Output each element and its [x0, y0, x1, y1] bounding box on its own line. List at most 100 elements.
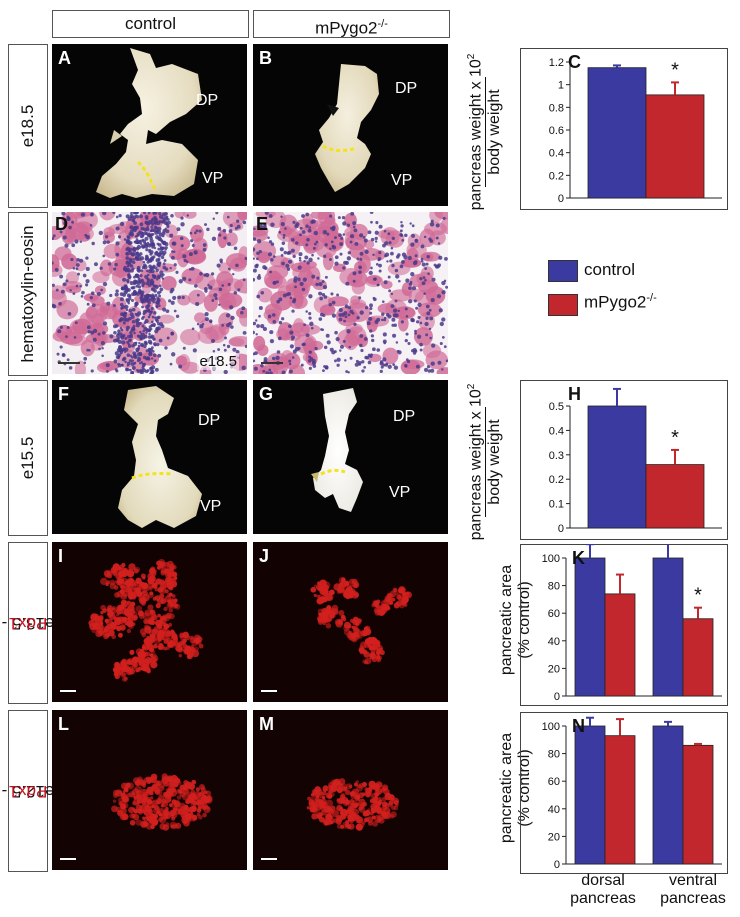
nucleus: [441, 335, 445, 339]
nucleus: [157, 257, 161, 262]
pdx1-cell: [343, 800, 350, 807]
pdx1-cell: [163, 606, 168, 612]
scale-bar-j: [261, 690, 277, 692]
nucleus: [227, 267, 231, 271]
acinus: [80, 339, 95, 357]
nucleus: [235, 350, 240, 354]
ylabel-c-sup: 2: [466, 53, 477, 60]
nucleus: [319, 296, 323, 301]
pdx1-cell: [178, 653, 183, 658]
nucleus: [305, 333, 310, 338]
nucleus: [344, 304, 349, 309]
significance-asterisk: *: [671, 59, 679, 81]
nucleus: [105, 363, 110, 368]
nucleus: [172, 295, 177, 300]
nucleus: [127, 344, 132, 348]
pdx1-cell: [159, 593, 165, 599]
legend-label-mutant-text: mPygo2: [584, 292, 647, 312]
pdx1-cell: [390, 811, 397, 818]
nucleus: [383, 230, 387, 233]
nucleus: [92, 337, 97, 342]
nucleus: [101, 347, 104, 350]
nucleus: [254, 264, 259, 269]
nucleus: [334, 330, 338, 335]
pdx1-cell: [399, 603, 405, 609]
nucleus: [106, 370, 109, 373]
nucleus: [390, 251, 394, 256]
pdx1-cell: [166, 776, 173, 782]
column-header-mutant-sup: -/-: [377, 18, 388, 30]
nucleus: [159, 287, 164, 292]
nucleus: [382, 363, 386, 367]
nucleus: [102, 240, 107, 245]
nucleus: [83, 361, 87, 365]
pdx1-cell: [383, 604, 390, 611]
pdx1-cell: [371, 815, 376, 820]
pdx1-cell: [119, 624, 126, 631]
nucleus: [241, 365, 246, 371]
nucleus: [194, 231, 197, 235]
nucleus: [359, 233, 364, 238]
ylabel-k-line1: pancreatic area: [498, 564, 515, 676]
pdx1-cell: [346, 624, 351, 629]
nucleus: [162, 262, 166, 266]
nucleus: [361, 360, 365, 364]
nucleus: [79, 240, 83, 243]
y-tick-label: 0.1: [549, 499, 564, 511]
nucleus: [435, 223, 440, 228]
nucleus: [398, 279, 401, 283]
nucleus: [128, 359, 133, 363]
acinus: [157, 314, 175, 324]
nucleus: [150, 357, 154, 360]
pdx1-cell: [168, 630, 176, 638]
nucleus: [424, 321, 429, 327]
nucleus: [345, 281, 350, 286]
pdx1-cell: [306, 806, 310, 810]
pdx1-cell: [118, 801, 123, 806]
panel-letter-a: A: [58, 48, 71, 68]
nucleus: [131, 218, 136, 223]
nucleus: [391, 236, 395, 241]
nucleus: [133, 247, 137, 251]
pdx1-cell: [156, 597, 164, 605]
nucleus: [139, 256, 145, 261]
nucleus: [132, 212, 137, 215]
nucleus: [423, 292, 427, 296]
y-tick-label: 1: [558, 80, 564, 92]
nucleus: [420, 244, 425, 249]
nucleus: [142, 355, 147, 360]
nucleus: [414, 332, 417, 335]
pdx1-cell: [134, 580, 141, 587]
panel-letter-h: H: [568, 384, 581, 404]
pdx1-cell: [100, 577, 108, 586]
nucleus: [161, 231, 166, 236]
nucleus: [383, 341, 387, 345]
pdx1-cell: [311, 801, 318, 808]
nucleus: [412, 260, 418, 266]
nucleus: [393, 365, 399, 370]
nucleus: [349, 240, 353, 244]
nucleus: [113, 267, 117, 271]
acinus: [346, 302, 371, 322]
nucleus: [132, 291, 137, 296]
nucleus: [287, 250, 292, 255]
nucleus: [127, 236, 131, 240]
pdx1-cell: [190, 644, 195, 649]
nucleus: [441, 290, 446, 295]
nucleus: [196, 293, 200, 297]
pdx1-cell: [93, 613, 99, 619]
pdx1-cell: [176, 795, 182, 800]
nucleus: [323, 254, 327, 258]
nucleus: [113, 359, 118, 364]
nucleus: [122, 277, 127, 282]
nucleus: [288, 259, 293, 264]
pdx1-cell: [330, 784, 338, 792]
nucleus: [346, 256, 352, 261]
nucleus: [414, 238, 419, 243]
nucleus: [360, 348, 364, 353]
pancreas-photo-g: [311, 388, 363, 512]
nucleus: [298, 233, 302, 237]
nucleus: [384, 241, 389, 246]
nucleus: [131, 370, 135, 374]
nucleus: [173, 309, 177, 313]
